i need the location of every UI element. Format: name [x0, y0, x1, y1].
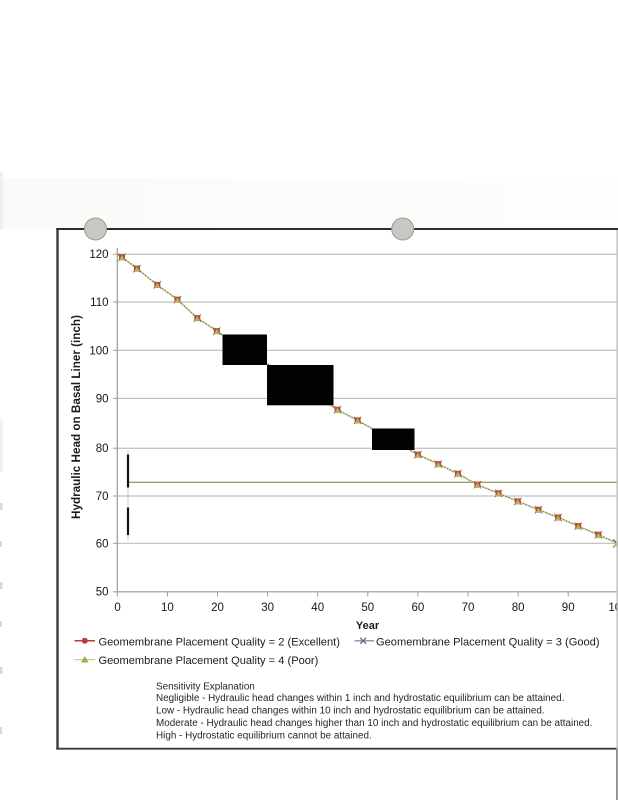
svg-text:80: 80 [512, 602, 525, 614]
svg-text:Year: Year [356, 620, 380, 632]
svg-text:70: 70 [96, 491, 109, 503]
svg-text:Sensitivity Explanation: Sensitivity Explanation [156, 682, 255, 693]
svg-text:Low - Hydraulic head changes w: Low - Hydraulic head changes within 10 i… [156, 706, 545, 717]
svg-text:Geomembrane Placement Quality: Geomembrane Placement Quality = 2 (Excel… [99, 636, 340, 648]
svg-text:50: 50 [96, 586, 109, 598]
svg-text:110: 110 [90, 297, 108, 309]
svg-text:90: 90 [562, 602, 575, 614]
svg-text:0: 0 [114, 602, 120, 614]
svg-text:60: 60 [412, 602, 425, 614]
svg-text:50: 50 [361, 602, 374, 614]
svg-text:Moderate - Hydraulic head chan: Moderate - Hydraulic head changes higher… [156, 718, 592, 729]
svg-text:90: 90 [96, 393, 109, 405]
svg-text:70: 70 [462, 602, 475, 614]
svg-text:Negligible - Hydraulic head ch: Negligible - Hydraulic head changes with… [156, 693, 564, 704]
svg-text:60: 60 [96, 538, 109, 550]
svg-text:30: 30 [261, 602, 274, 614]
svg-text:Geomembrane Placement Quality: Geomembrane Placement Quality = 3 (Good) [376, 636, 600, 648]
svg-text:100: 100 [608, 602, 618, 614]
svg-text:Hydraulic Head on Basal Liner: Hydraulic Head on Basal Liner (inch) [70, 315, 83, 519]
svg-text:40: 40 [311, 602, 324, 614]
svg-text:Geomembrane Placement Quality: Geomembrane Placement Quality = 4 (Poor) [99, 655, 319, 667]
svg-text:120: 120 [89, 249, 108, 261]
svg-text:100: 100 [89, 345, 108, 357]
svg-text:10: 10 [161, 602, 174, 614]
svg-text:High - Hydrostatic equilibrium: High - Hydrostatic equilibrium cannot be… [156, 731, 372, 742]
svg-text:80: 80 [96, 443, 109, 455]
svg-text:20: 20 [211, 602, 224, 614]
